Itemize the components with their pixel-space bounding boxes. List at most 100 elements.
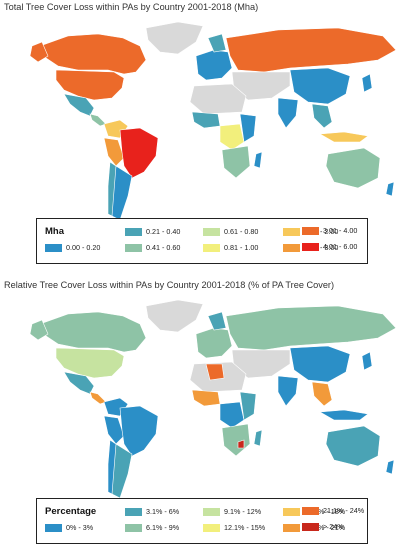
japan xyxy=(361,351,373,371)
madagascar xyxy=(253,429,263,447)
brazil xyxy=(119,405,159,457)
legend-swatch xyxy=(302,242,319,251)
map1-legend-item: 1.01 - 2.00 xyxy=(283,227,338,236)
map2-legend-item: > 24% xyxy=(302,522,344,531)
legend-label: 0.41 - 0.60 xyxy=(146,243,181,252)
india xyxy=(277,97,299,129)
legend-swatch xyxy=(283,507,300,516)
canada xyxy=(39,33,147,75)
map1-legend-item: 0.00 - 0.20 xyxy=(45,243,100,252)
map2-legend: Percentage 0% - 3% 3.1% - 6% 6.1% - 9% 9… xyxy=(36,498,368,544)
australia xyxy=(325,425,381,467)
indonesia xyxy=(319,409,369,421)
legend-label: 0% - 3% xyxy=(66,523,94,532)
legend-label: 15.1% - 18% xyxy=(304,507,346,516)
alaska xyxy=(29,41,49,63)
legend-swatch xyxy=(125,243,142,252)
congo xyxy=(219,123,245,151)
legend-label: 3.01 - 4.00 xyxy=(323,226,358,235)
map1-legend-title: Mha xyxy=(45,226,64,237)
legend-label: 3.1% - 6% xyxy=(146,507,180,516)
west-africa xyxy=(191,389,221,407)
legend-swatch xyxy=(283,523,300,532)
legend-label: 1.01 - 2.00 xyxy=(304,227,339,236)
map2-frame: Percentage 0% - 3% 3.1% - 6% 6.1% - 9% 9… xyxy=(28,294,403,546)
map1-legend-item: 4.01 - 6.00 xyxy=(302,242,357,251)
map1-legend-item: 0.61 - 0.80 xyxy=(203,227,258,236)
canada xyxy=(39,311,147,353)
map2-svg xyxy=(29,299,397,499)
map2-legend-item: 18.1% - 21% xyxy=(283,523,345,532)
madagascar xyxy=(253,151,263,169)
map1-legend-item: 0.21 - 0.40 xyxy=(125,227,180,236)
alaska xyxy=(29,319,49,341)
legend-swatch xyxy=(125,227,142,236)
swaziland xyxy=(237,439,245,449)
chile xyxy=(107,439,117,495)
europe xyxy=(195,327,233,359)
map2-legend-title: Percentage xyxy=(45,506,97,517)
map2-legend-item: 15.1% - 18% xyxy=(283,507,345,516)
map2-legend-item: 0% - 3% xyxy=(45,523,93,532)
legend-label: 2.01 - 3.00 xyxy=(304,243,339,252)
australia xyxy=(325,147,381,189)
southeast-asia xyxy=(311,381,333,407)
east-africa xyxy=(239,391,257,421)
legend-label: > 24% xyxy=(323,522,344,531)
russia xyxy=(225,305,397,351)
legend-swatch xyxy=(203,507,220,516)
legend-swatch xyxy=(283,227,300,236)
legend-label: 0.21 - 0.40 xyxy=(146,227,181,236)
greenland xyxy=(145,21,204,55)
legend-label: 9.1% - 12% xyxy=(224,507,262,516)
map2-title: Relative Tree Cover Loss within PAs by C… xyxy=(4,280,335,290)
china xyxy=(289,67,351,105)
legend-label: 18.1% - 21% xyxy=(304,523,346,532)
greenland xyxy=(145,299,204,333)
central-america xyxy=(89,113,107,127)
map1-legend-item: 0.81 - 1.00 xyxy=(203,243,258,252)
legend-swatch xyxy=(45,523,62,532)
japan xyxy=(361,73,373,93)
west-africa xyxy=(191,111,221,129)
legend-swatch xyxy=(203,523,220,532)
legend-label: 4.01 - 6.00 xyxy=(323,242,358,251)
map1-svg xyxy=(29,21,397,221)
legend-swatch xyxy=(203,243,220,252)
scandinavia xyxy=(207,311,227,331)
map1-title: Total Tree Cover Loss within PAs by Coun… xyxy=(4,2,259,12)
peru xyxy=(103,415,125,445)
southern-africa xyxy=(221,423,251,457)
new-zealand xyxy=(385,181,395,197)
east-africa xyxy=(239,113,257,143)
legend-swatch xyxy=(203,227,220,236)
russia xyxy=(225,27,397,73)
map1-legend-item: 2.01 - 3.00 xyxy=(283,243,338,252)
europe xyxy=(195,49,233,81)
legend-label: 6.1% - 9% xyxy=(146,523,180,532)
legend-label: 0.00 - 0.20 xyxy=(66,243,101,252)
legend-swatch xyxy=(125,507,142,516)
legend-label: 21.1% - 24% xyxy=(323,506,365,515)
china xyxy=(289,345,351,383)
map1-legend: Mha 0.00 - 0.20 0.21 - 0.40 0.41 - 0.60 … xyxy=(36,218,368,264)
brazil xyxy=(119,127,159,179)
legend-swatch xyxy=(302,226,319,235)
usa xyxy=(55,69,125,101)
map1-legend-item: 3.01 - 4.00 xyxy=(302,226,357,235)
chile xyxy=(107,161,117,217)
legend-swatch xyxy=(283,243,300,252)
map2-legend-item: 3.1% - 6% xyxy=(125,507,179,516)
map2-legend-item: 9.1% - 12% xyxy=(203,507,261,516)
legend-swatch xyxy=(125,523,142,532)
map2-legend-item: 12.1% - 15% xyxy=(203,523,265,532)
usa xyxy=(55,347,125,379)
map2-legend-item: 21.1% - 24% xyxy=(302,506,364,515)
legend-swatch xyxy=(302,506,319,515)
southern-africa xyxy=(221,145,251,179)
map1-legend-item: 0.41 - 0.60 xyxy=(125,243,180,252)
new-zealand xyxy=(385,459,395,475)
central-america xyxy=(89,391,107,405)
legend-swatch xyxy=(302,522,319,531)
india xyxy=(277,375,299,407)
